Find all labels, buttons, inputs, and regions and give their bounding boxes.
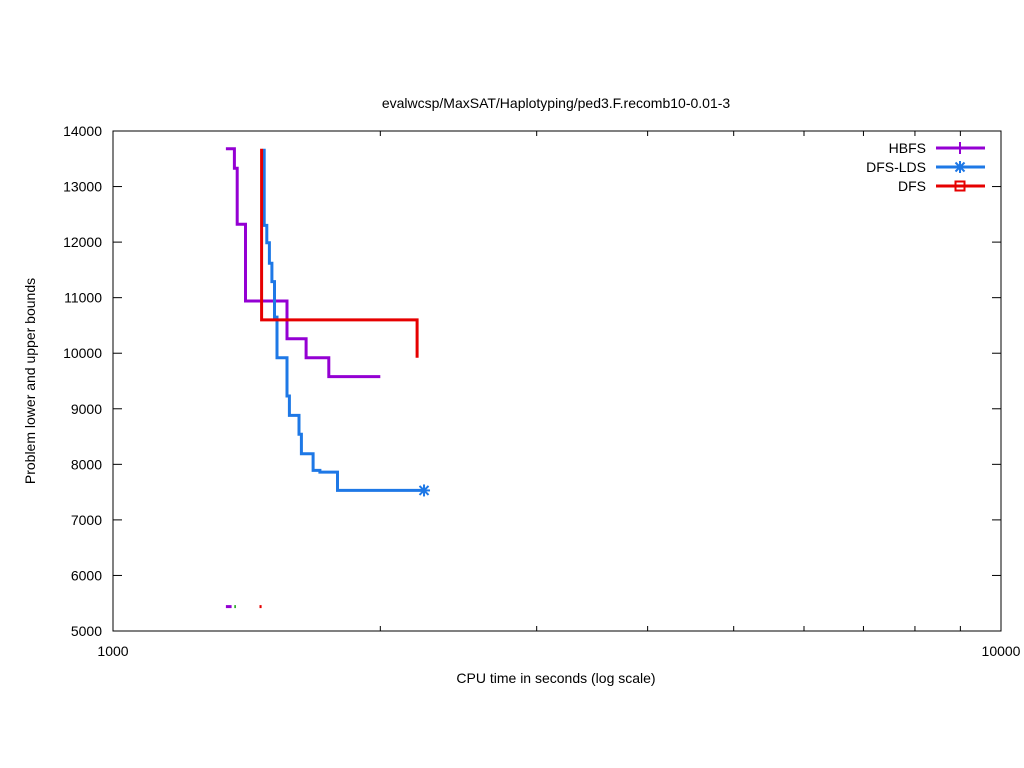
x-axis-label: CPU time in seconds (log scale) bbox=[456, 670, 655, 686]
y-tick-label: 14000 bbox=[63, 123, 102, 139]
chart-title: evalwcsp/MaxSAT/Haplotyping/ped3.F.recom… bbox=[382, 95, 731, 111]
x-tick-labels: 1000 10000 bbox=[97, 643, 1020, 659]
legend: HBFS DFS-LDS DFS bbox=[866, 140, 985, 194]
y-tick-label: 11000 bbox=[64, 290, 102, 306]
series-layer bbox=[225, 147, 431, 609]
y-tick-label: 10000 bbox=[63, 345, 102, 361]
legend-entry-hbfs: HBFS bbox=[889, 140, 985, 156]
legend-marker bbox=[954, 142, 966, 154]
y-tick-label: 7000 bbox=[71, 512, 102, 528]
y-tick-label: 9000 bbox=[71, 401, 102, 417]
plot-area bbox=[112, 130, 1002, 632]
legend-marker bbox=[954, 161, 966, 173]
legend-entry-dfs: DFS bbox=[898, 178, 985, 194]
legend-label: HBFS bbox=[889, 140, 926, 156]
legend-label: DFS-LDS bbox=[866, 159, 926, 175]
series-line-hbfs bbox=[225, 147, 381, 379]
y-tick-labels: 5000 6000 7000 8000 9000 10000 11000 12000 13000… bbox=[63, 123, 102, 639]
axis-ticks bbox=[112, 130, 1002, 632]
legend-entry-dfs-lds: DFS-LDS bbox=[866, 159, 985, 175]
y-tick-label: 8000 bbox=[71, 456, 102, 472]
x-tick-label: 10000 bbox=[982, 643, 1021, 659]
plot-frame bbox=[112, 130, 1002, 632]
x-tick-label: 1000 bbox=[97, 643, 128, 659]
y-tick-label: 6000 bbox=[71, 567, 102, 583]
series-line-dfs bbox=[260, 148, 419, 358]
series-line-dfs-lds bbox=[262, 148, 424, 492]
legend-marker bbox=[954, 180, 966, 192]
y-tick-label: 13000 bbox=[63, 179, 102, 195]
y-tick-label: 12000 bbox=[63, 234, 102, 250]
legend-label: DFS bbox=[898, 178, 926, 194]
y-tick-label: 5000 bbox=[71, 623, 102, 639]
series-end-marker-dfs-lds bbox=[418, 484, 431, 497]
y-axis-label: Problem lower and upper bounds bbox=[22, 278, 38, 484]
